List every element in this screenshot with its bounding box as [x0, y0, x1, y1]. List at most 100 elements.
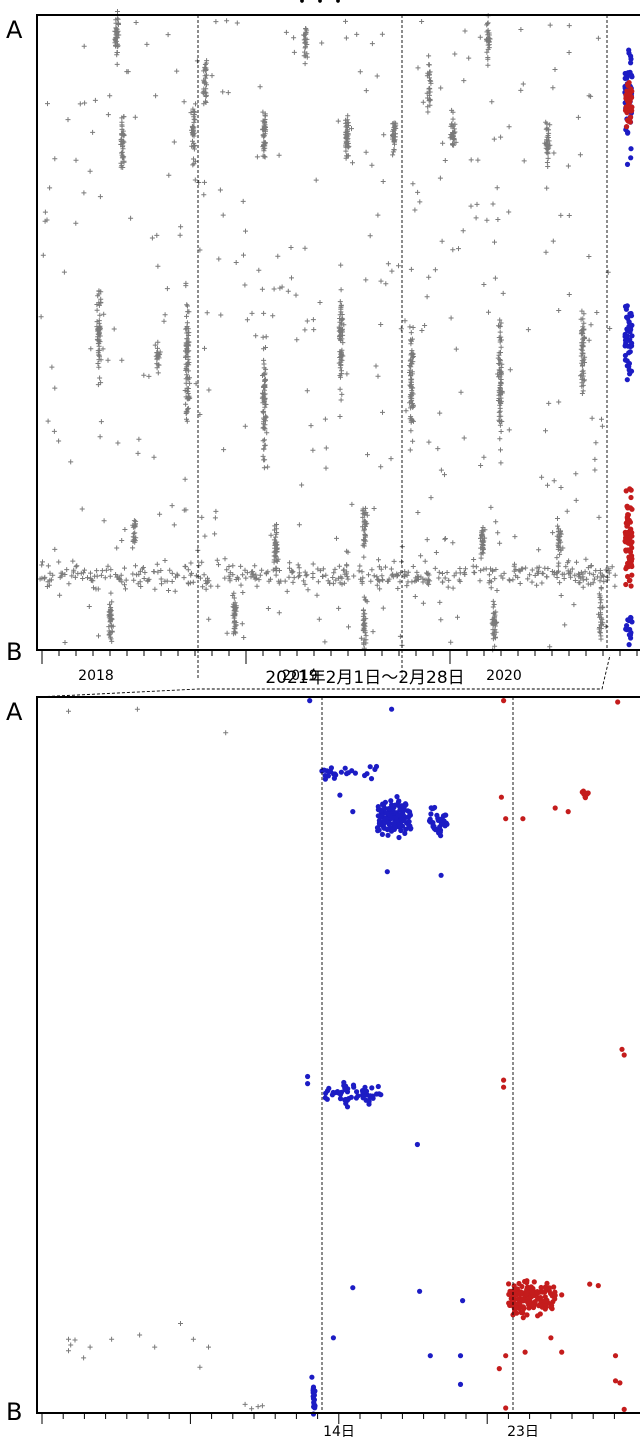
gray-band-point [588, 563, 594, 568]
gray-cluster-point [339, 336, 345, 342]
gray-band-point [592, 576, 597, 582]
blue-event-point [428, 811, 434, 817]
gray-background-point [212, 531, 218, 537]
gray-cluster-point [410, 385, 416, 391]
gray-background-point [243, 228, 248, 234]
gray-cluster-point [273, 572, 279, 578]
gray-background-point [221, 447, 227, 453]
blue-event-point [328, 765, 334, 771]
gray-band-point [369, 567, 375, 573]
top-end-label-a: A [6, 16, 23, 44]
gray-cluster-point [497, 329, 503, 335]
gray-cluster-point [119, 149, 125, 155]
gray-background-point [596, 514, 602, 520]
gray-background-point [183, 507, 189, 513]
bottom-end-label-b: B [6, 1398, 22, 1426]
gray-cluster-point [185, 342, 191, 348]
gray-cluster-point [338, 397, 344, 403]
gray-band-point [529, 567, 535, 573]
gray-background-point [369, 162, 375, 168]
red-event-point [549, 1303, 555, 1309]
red-recent-point [627, 91, 633, 97]
blue-recent-point [626, 364, 632, 370]
gray-cluster-point [302, 49, 308, 55]
red-recent-point [623, 535, 629, 541]
gray-cluster-point [498, 344, 504, 350]
gray-band-point [303, 573, 309, 579]
gray-cluster-point [119, 155, 125, 161]
gray-cluster-point [498, 381, 504, 387]
red-event-point [519, 1297, 526, 1303]
gray-cluster-point [233, 603, 239, 609]
gray-band-point [574, 559, 579, 565]
gray-cluster-point [155, 339, 161, 345]
gray-background-point [177, 232, 183, 238]
gray-cluster-point [490, 604, 496, 610]
gray-cluster-point [579, 383, 585, 389]
gray-cluster-point [363, 505, 368, 511]
gray-band-point [391, 558, 397, 564]
gray-band-point [527, 572, 533, 578]
gray-background-point [244, 317, 250, 323]
blue-event-point [403, 826, 409, 832]
gray-cluster-point [261, 417, 267, 423]
gray-cluster-point [408, 392, 414, 398]
gray-cluster-point [190, 124, 195, 130]
gray-band-point [457, 566, 463, 571]
gray-cluster-point [271, 559, 277, 565]
blue-event-point [391, 821, 397, 827]
blue-event-point [312, 1405, 318, 1411]
gray-cluster-point [113, 26, 119, 32]
gray-cluster-point [580, 368, 586, 374]
gray-cluster-point [409, 350, 415, 356]
blue-event-point [311, 1397, 317, 1403]
gray-background-point [88, 346, 94, 352]
gray-band-point [405, 569, 411, 575]
red-event-point [512, 1286, 519, 1292]
gray-band-point [203, 586, 209, 592]
blue-event-point [394, 794, 400, 800]
gray-background-point [552, 67, 558, 72]
gray-band-point [243, 575, 249, 581]
gray-cluster-point [302, 40, 308, 46]
gray-band-point [152, 586, 158, 592]
gray-band-point [98, 572, 104, 578]
gray-background-point [506, 209, 512, 215]
gray-band-point [259, 567, 265, 573]
gray-cluster-point [184, 364, 190, 370]
gray-band-point [520, 566, 526, 572]
gray-cluster-point [492, 623, 498, 629]
gray-cluster-point [261, 465, 267, 471]
gray-cluster-point [190, 138, 195, 144]
gray-cluster-point [132, 539, 138, 545]
gray-background-point [498, 134, 504, 140]
red-event-point [513, 1305, 520, 1311]
gray-background-point [98, 419, 104, 425]
gray-background-point [51, 428, 57, 434]
gray-band-point [585, 581, 591, 587]
gray-cluster-point [362, 519, 368, 524]
gray-band-point [507, 578, 513, 584]
gray-background-point [169, 503, 175, 509]
blue-event-point [381, 825, 387, 831]
gray-band-point [186, 581, 191, 587]
blue-recent-point [628, 60, 634, 66]
red-event-point [513, 1292, 519, 1298]
gray-cluster-point [115, 20, 121, 26]
gray-background-point [586, 254, 592, 259]
gray-cluster-point [262, 113, 268, 119]
gray-cluster-point [427, 89, 433, 95]
gray-band-point [517, 581, 523, 586]
blue-recent-point [627, 632, 634, 638]
gray-background-point [82, 100, 88, 106]
gray-background-point [105, 357, 111, 363]
gray-cluster-point [485, 27, 491, 33]
gray-background-point [403, 408, 409, 414]
gray-background-point [396, 263, 401, 269]
blue-event-point [355, 1093, 361, 1099]
gray-event-point [255, 1404, 261, 1410]
gray-cluster-point [360, 613, 366, 619]
gray-band-point [172, 588, 178, 594]
gray-background-point [323, 445, 329, 451]
